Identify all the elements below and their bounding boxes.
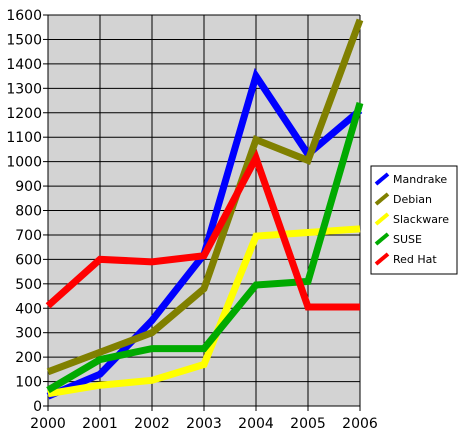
y-tick-label: 300	[15, 326, 42, 342]
y-tick-label: 0	[33, 399, 42, 415]
x-tick-label: 2006	[342, 416, 378, 432]
y-tick-label: 500	[15, 277, 42, 293]
x-tick-label: 2003	[186, 416, 222, 432]
legend-swatch-slackware	[374, 212, 390, 226]
legend-label-mandrake: Mandrake	[393, 173, 447, 186]
y-tick-label: 600	[15, 252, 42, 268]
legend-swatch-mandrake	[374, 172, 390, 186]
y-tick-label: 700	[15, 228, 42, 244]
legend-swatch-red-hat	[374, 252, 390, 266]
y-tick-label: 400	[15, 301, 42, 317]
series-line-slackware	[47, 225, 361, 398]
y-tick-label: 1200	[6, 106, 42, 122]
legend-label-red-hat: Red Hat	[393, 253, 437, 266]
x-tick-label: 2002	[134, 416, 170, 432]
y-tick-label: 1400	[6, 57, 42, 73]
legend-label-suse: SUSE	[393, 233, 422, 246]
series-line-suse	[46, 101, 364, 394]
x-tick-label: 2004	[238, 416, 274, 432]
legend-swatch-debian	[374, 192, 390, 206]
legend-label-debian: Debian	[393, 193, 432, 206]
series-line-red-hat	[45, 149, 360, 311]
x-tick-label: 2001	[82, 416, 118, 432]
y-tick-label: 1300	[6, 81, 42, 97]
y-tick-label: 1500	[6, 32, 42, 48]
x-tick-label: 2000	[30, 416, 66, 432]
y-tick-label: 1600	[6, 8, 42, 24]
y-tick-label: 1100	[6, 130, 42, 146]
y-tick-label: 800	[15, 204, 42, 220]
x-tick-label: 2005	[290, 416, 326, 432]
y-tick-label: 900	[15, 179, 42, 195]
y-tick-label: 100	[15, 375, 42, 391]
legend-label-slackware: Slackware	[393, 213, 449, 226]
legend-swatch-suse	[374, 232, 390, 246]
series-line-debian	[46, 18, 364, 376]
y-tick-label: 1000	[6, 155, 42, 171]
y-tick-label: 200	[15, 350, 42, 366]
